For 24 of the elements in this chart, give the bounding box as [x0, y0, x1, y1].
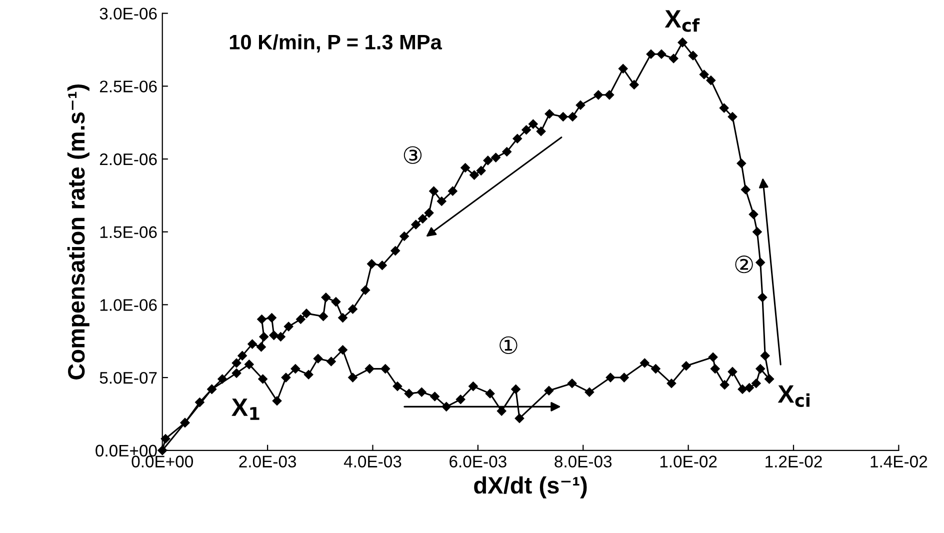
x-tick-label: 1.0E-02: [660, 456, 717, 468]
annotation: X$_{ci}$: [778, 385, 810, 407]
y-tick-label: 1.5E-06: [100, 226, 157, 238]
x-tick-label: 4.0E-03: [344, 456, 402, 468]
annotation: 10 K/min, P = 1.3 MPa: [230, 34, 442, 53]
x-tick-label: 8.0E-03: [554, 456, 612, 468]
annotation: X$_{1}$: [232, 398, 260, 420]
x-tick-label: 6.0E-03: [450, 456, 506, 468]
x-tick-label: 1.4E-02: [870, 456, 928, 468]
y-tick-label: 5.0E-07: [100, 372, 157, 384]
x-axis-title: dX/dt (s⁻¹): [474, 476, 587, 498]
y-tick-label: 3.0E-06: [100, 8, 157, 20]
annotation: ①: [500, 336, 518, 354]
annotation: ③: [404, 146, 422, 164]
x-tick-label: 2.0E-03: [239, 456, 296, 468]
y-tick-label: 1.0E-06: [100, 299, 157, 311]
y-tick-label: 2.5E-06: [100, 80, 157, 92]
y-tick-label: 0.0E+00: [96, 444, 157, 457]
x-tick-label: 0.0E+00: [132, 456, 193, 468]
annotation: ②: [735, 255, 753, 274]
y-tick-label: 2.0E-06: [100, 153, 157, 166]
x-tick-label: 1.2E-02: [766, 456, 822, 468]
y-axis-title: Compensation rate (m.s⁻¹): [67, 84, 90, 380]
annotation: X$_{cf}$: [664, 10, 700, 32]
